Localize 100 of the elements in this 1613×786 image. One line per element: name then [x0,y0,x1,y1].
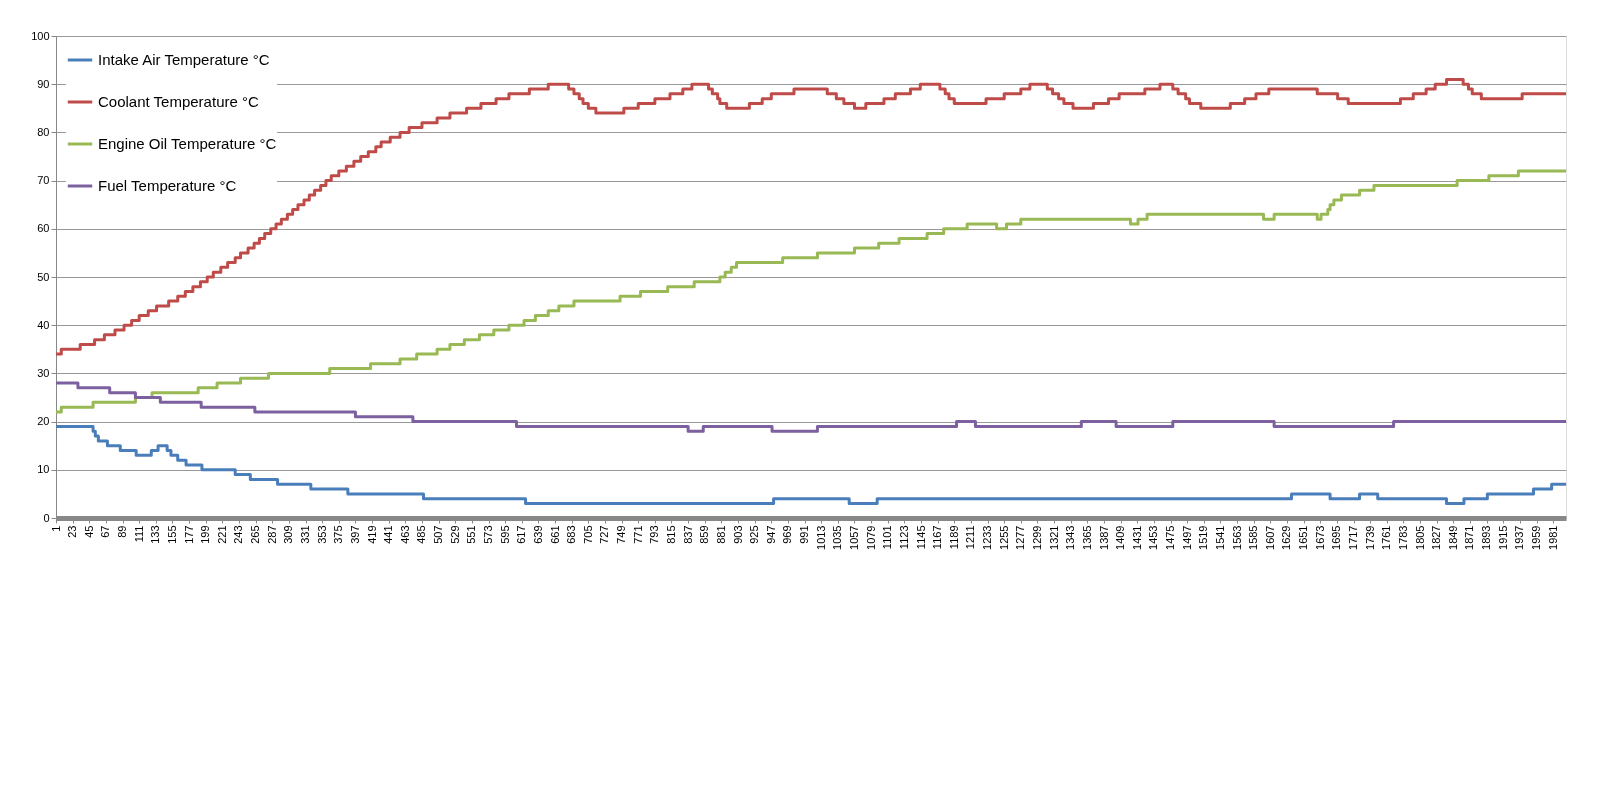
x-tick-label: 1079 [864,525,877,550]
x-tick-label: 1453 [1147,525,1160,550]
x-tick-label: 1475 [1164,525,1177,550]
x-tick-label: 1123 [897,525,910,550]
x-tick-label: 287 [265,525,278,544]
y-tick-label: 90 [37,77,50,90]
x-tick-label: 727 [598,525,611,544]
y-tick-label: 20 [37,415,50,428]
x-tick-label: 683 [565,525,578,544]
x-tick-label: 661 [548,525,561,544]
x-tick-label: 1 [49,525,62,532]
y-tick-label: 100 [31,29,50,42]
x-tick-label: 573 [482,525,495,544]
x-tick-label: 331 [299,525,312,544]
x-tick-label: 1805 [1413,525,1426,550]
x-tick-label: 1497 [1180,525,1193,550]
x-tick-label: 969 [781,525,794,544]
x-tick-label: 1409 [1114,525,1127,550]
x-tick-label: 1387 [1097,525,1110,550]
x-tick-label: 1167 [931,525,944,550]
x-tick-label: 793 [648,525,661,544]
x-tick-label: 177 [182,525,195,544]
x-tick-label: 859 [698,525,711,544]
x-tick-label: 1299 [1030,525,1043,550]
x-tick-label: 815 [664,525,677,544]
x-tick-label: 1541 [1213,525,1226,550]
x-tick-label: 925 [748,525,761,544]
y-tick-label: 70 [37,174,50,187]
x-tick-label: 375 [332,525,345,544]
x-tick-label: 551 [465,525,478,544]
x-tick-label: 1783 [1396,525,1409,550]
x-tick-label: 1849 [1446,525,1459,550]
x-tick-label: 771 [631,525,644,544]
x-tick-label: 45 [82,525,95,538]
legend-label: Intake Air Temperature °C [98,51,270,68]
y-tick-label: 10 [37,463,50,476]
x-tick-label: 353 [315,525,328,544]
x-tick-label: 1563 [1230,525,1243,550]
y-tick-label: 40 [37,318,50,331]
x-tick-label: 1651 [1297,525,1310,550]
legend-label: Fuel Temperature °C [98,177,237,194]
legend-label: Engine Oil Temperature °C [98,135,277,152]
x-tick-label: 1607 [1263,525,1276,550]
x-tick-label: 1937 [1513,525,1526,550]
x-tick-label: 705 [581,525,594,544]
x-tick-label: 89 [116,525,129,538]
x-tick-label: 1673 [1313,525,1326,550]
x-tick-label: 1739 [1363,525,1376,550]
x-tick-label: 265 [249,525,262,544]
x-tick-label: 1255 [997,525,1010,550]
y-tick-label: 30 [37,366,50,379]
x-tick-label: 67 [99,525,112,538]
y-tick-label: 50 [37,270,50,283]
x-tick-label: 507 [432,525,445,544]
x-tick-label: 23 [66,525,79,538]
x-tick-label: 1629 [1280,525,1293,550]
x-tick-label: 1959 [1530,525,1543,550]
x-tick-label: 749 [615,525,628,544]
y-tick-label: 60 [37,222,50,235]
x-tick-label: 529 [448,525,461,544]
x-tick-label: 485 [415,525,428,544]
x-tick-label: 1871 [1463,525,1476,550]
x-tick-label: 441 [382,525,395,544]
x-tick-label: 1981 [1546,525,1559,550]
x-tick-label: 1365 [1080,525,1093,550]
x-tick-label: 1277 [1014,525,1027,550]
legend-label: Coolant Temperature °C [98,93,259,110]
x-tick-label: 1343 [1064,525,1077,550]
x-tick-label: 1035 [831,525,844,550]
x-tick-label: 397 [348,525,361,544]
x-tick-label: 1057 [847,525,860,550]
x-tick-label: 199 [199,525,212,544]
x-tick-label: 595 [498,525,511,544]
y-tick-label: 80 [37,125,50,138]
x-tick-label: 243 [232,525,245,544]
x-tick-label: 947 [764,525,777,544]
x-tick-label: 1827 [1430,525,1443,550]
x-tick-label: 221 [215,525,228,544]
x-tick-label: 111 [132,525,145,543]
x-tick-label: 881 [714,525,727,544]
x-tick-label: 1211 [964,525,977,550]
x-tick-label: 155 [165,525,178,544]
x-tick-label: 1585 [1247,525,1260,550]
x-tick-label: 617 [515,525,528,544]
x-tick-label: 463 [398,525,411,544]
x-tick-label: 1101 [881,525,894,550]
x-tick-label: 1013 [814,525,827,550]
x-tick-label: 1233 [981,525,994,550]
x-tick-label: 1717 [1347,525,1360,550]
x-tick-label: 903 [731,525,744,544]
x-tick-label: 419 [365,525,378,544]
x-tick-label: 837 [681,525,694,544]
x-tick-label: 991 [798,525,811,544]
x-tick-label: 1761 [1380,525,1393,550]
x-tick-label: 1519 [1197,525,1210,550]
x-tick-label: 1145 [914,525,927,550]
x-tick-label: 1189 [947,525,960,550]
x-tick-label: 1893 [1480,525,1493,550]
x-tick-label: 639 [531,525,544,544]
x-tick-label: 133 [149,525,162,544]
